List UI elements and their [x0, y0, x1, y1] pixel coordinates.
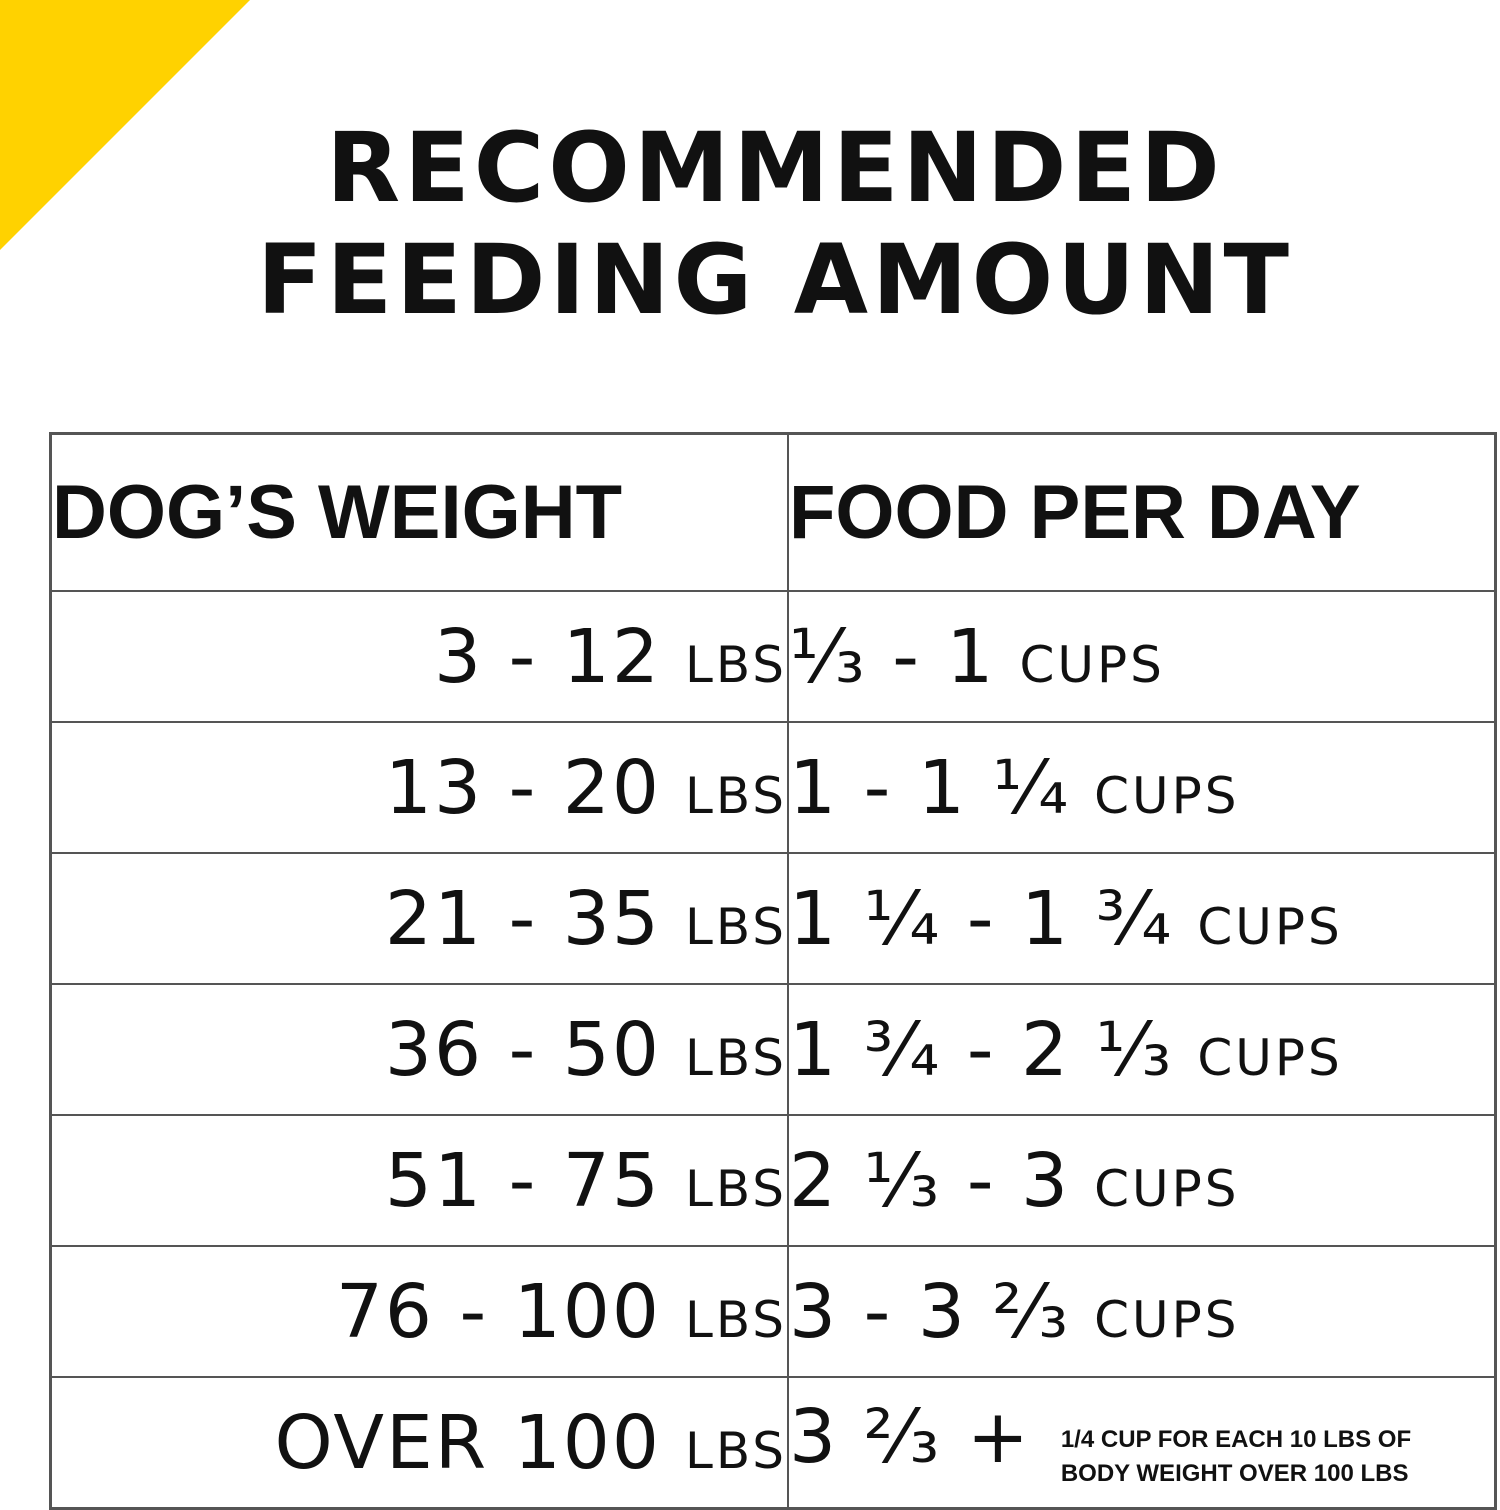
food-cell: 1 - 1 ¹⁄₄ CUPS	[787, 721, 1497, 854]
feeding-table: DOG’S WEIGHT FOOD PER DAY 3 - 12 LBS ¹⁄₃ …	[49, 432, 1497, 1510]
weight-unit: LBS	[684, 635, 787, 694]
weight-range: 36 - 50	[384, 1006, 661, 1093]
table-row: 36 - 50 LBS 1 ³⁄₄ - 2 ¹⁄₃ CUPS	[49, 983, 1497, 1116]
weight-range: 13 - 20	[384, 744, 661, 831]
weight-unit: LBS	[684, 1290, 787, 1349]
food-unit: CUPS	[1094, 1159, 1240, 1218]
weight-unit: LBS	[684, 766, 787, 825]
food-unit: CUPS	[1197, 1028, 1343, 1087]
weight-cell: 36 - 50 LBS	[49, 983, 789, 1116]
title-line-2: FEEDING AMOUNT	[257, 224, 1293, 336]
food-amount: 1 - 1 ¹⁄₄	[789, 744, 1071, 831]
weight-cell: OVER 100 LBS	[49, 1376, 789, 1510]
weight-cell: 3 - 12 LBS	[49, 590, 789, 723]
table-row: OVER 100 LBS 3 ²⁄₃ + 1/4 CUP FOR EACH 10 L…	[49, 1376, 1497, 1510]
weight-unit: LBS	[684, 1421, 787, 1480]
food-amount: 2 ¹⁄₃ - 3	[789, 1137, 1071, 1224]
food-amount: 3 - 3 ²⁄₃	[789, 1268, 1071, 1355]
food-amount: 1 ³⁄₄ - 2 ¹⁄₃	[789, 1006, 1174, 1093]
weight-unit: LBS	[684, 1028, 787, 1087]
table-row: 76 - 100 LBS 3 - 3 ²⁄₃ CUPS	[49, 1245, 1497, 1378]
food-cell: 2 ¹⁄₃ - 3 CUPS	[787, 1114, 1497, 1247]
weight-range: 76 - 100	[335, 1268, 661, 1355]
food-note: 1/4 CUP FOR EACH 10 LBS OF BODY WEIGHT O…	[1060, 1426, 1412, 1488]
weight-cell: 51 - 75 LBS	[49, 1114, 789, 1247]
food-amount: 3 ²⁄₃ +	[789, 1393, 1031, 1480]
table-row: 3 - 12 LBS ¹⁄₃ - 1 CUPS	[49, 590, 1497, 723]
weight-range: 51 - 75	[384, 1137, 661, 1224]
food-cell: 1 ¹⁄₄ - 1 ³⁄₄ CUPS	[787, 852, 1497, 985]
food-cell: 1 ³⁄₄ - 2 ¹⁄₃ CUPS	[787, 983, 1497, 1116]
table-header-row: DOG’S WEIGHT FOOD PER DAY	[49, 432, 1497, 592]
food-amount: 1 ¹⁄₄ - 1 ³⁄₄	[789, 875, 1174, 962]
page-title: RECOMMENDED FEEDING AMOUNT	[0, 112, 1500, 336]
table-row: 13 - 20 LBS 1 - 1 ¹⁄₄ CUPS	[49, 721, 1497, 854]
weight-range: 21 - 35	[384, 875, 661, 962]
food-amount: ¹⁄₃ - 1	[789, 613, 996, 700]
yellow-corner-accent	[0, 0, 250, 250]
header-food-per-day: FOOD PER DAY	[787, 432, 1497, 592]
food-cell: 3 - 3 ²⁄₃ CUPS	[787, 1245, 1497, 1378]
weight-unit: LBS	[684, 1159, 787, 1218]
food-unit: CUPS	[1094, 1290, 1240, 1349]
weight-cell: 76 - 100 LBS	[49, 1245, 789, 1378]
table-row: 51 - 75 LBS 2 ¹⁄₃ - 3 CUPS	[49, 1114, 1497, 1247]
header-dogs-weight: DOG’S WEIGHT	[49, 432, 789, 592]
food-cell: ¹⁄₃ - 1 CUPS	[787, 590, 1497, 723]
weight-range: 3 - 12	[433, 613, 661, 700]
table-row: 21 - 35 LBS 1 ¹⁄₄ - 1 ³⁄₄ CUPS	[49, 852, 1497, 985]
food-unit: CUPS	[1197, 897, 1343, 956]
food-unit: CUPS	[1019, 635, 1165, 694]
title-line-1: RECOMMENDED	[326, 112, 1224, 224]
weight-cell: 13 - 20 LBS	[49, 721, 789, 854]
food-unit: CUPS	[1094, 766, 1240, 825]
weight-cell: 21 - 35 LBS	[49, 852, 789, 985]
food-cell: 3 ²⁄₃ + 1/4 CUP FOR EACH 10 LBS OF BODY W…	[787, 1376, 1497, 1510]
weight-unit: LBS	[684, 897, 787, 956]
weight-range: OVER 100	[274, 1399, 661, 1486]
